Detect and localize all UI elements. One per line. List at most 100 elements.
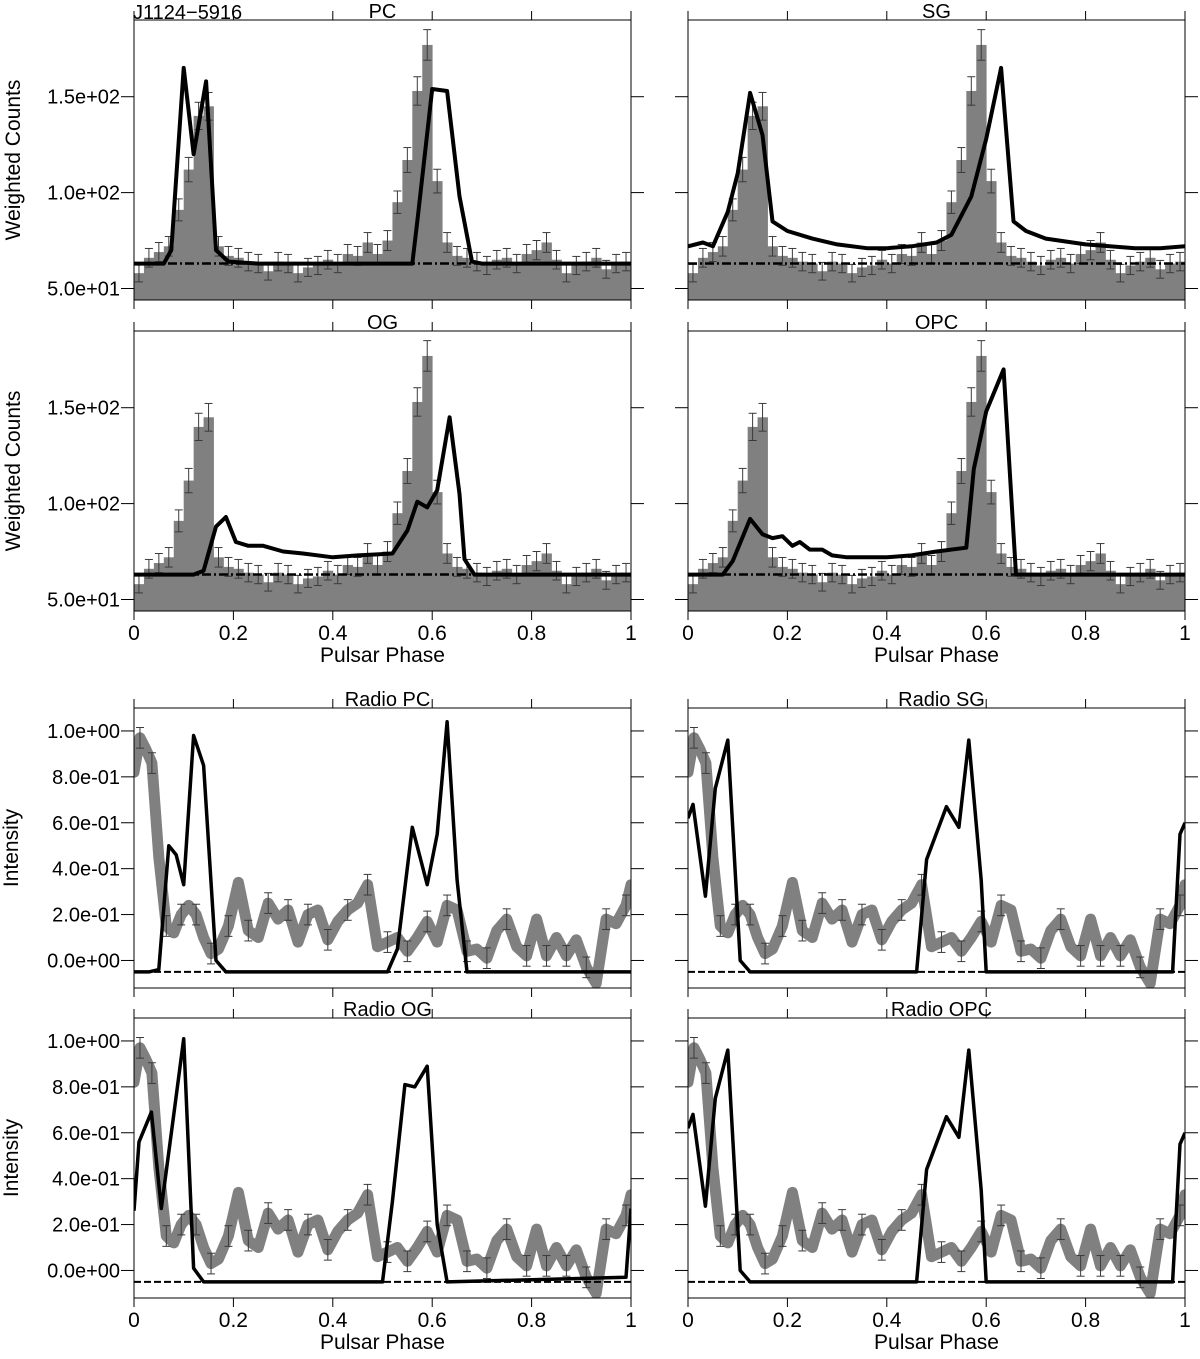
- histogram-bar: [342, 253, 354, 300]
- panel-title: PC: [369, 1, 397, 23]
- histogram-bar: [372, 564, 383, 611]
- histogram-bar: [233, 257, 244, 300]
- y-tick-label: 1.0e+00: [47, 721, 120, 743]
- histogram-bar: [511, 263, 523, 300]
- histogram-bar: [996, 242, 1007, 300]
- histogram-bar: [727, 520, 739, 611]
- axes-frame: [133, 707, 632, 989]
- histogram-bar: [293, 273, 304, 300]
- x-tick-label: 0.4: [318, 622, 348, 645]
- histogram-bar: [1085, 250, 1096, 300]
- histogram-bar: [233, 568, 244, 611]
- histogram-bar: [1045, 570, 1057, 611]
- histogram-bar: [511, 574, 523, 611]
- histogram-bar: [1105, 570, 1116, 611]
- histogram-bar: [946, 202, 957, 300]
- histogram-bar: [876, 259, 888, 300]
- panel-radio-og: 0.0e+00 2.0e-01 4.0e-01 6.0e-01 8.0e-01 1.0e+…: [0, 999, 644, 1354]
- histogram-bar: [541, 553, 552, 611]
- histogram-bar: [243, 572, 254, 611]
- x-tick-label: 0.8: [1071, 622, 1100, 645]
- histogram-bar: [223, 566, 234, 611]
- histogram-bar: [1145, 257, 1156, 300]
- histogram-bar: [571, 576, 582, 611]
- histogram-bar: [807, 263, 818, 300]
- histogram-bar: [312, 265, 324, 300]
- y-tick-label: 1.0e+02: [47, 494, 120, 516]
- source-label: J1124−5916: [133, 2, 242, 24]
- model-lightcurve: [688, 367, 1185, 577]
- model-lightcurve: [134, 65, 631, 266]
- histogram-bar: [581, 261, 592, 300]
- histogram-bar: [876, 570, 888, 611]
- histogram-bar: [134, 584, 145, 611]
- histogram-bar: [717, 246, 729, 300]
- histogram-bar: [1125, 576, 1136, 611]
- histogram-bar: [452, 566, 463, 611]
- x-tick-label: 1: [625, 1309, 637, 1332]
- histogram-bar: [896, 253, 908, 300]
- histogram-bar: [697, 257, 709, 300]
- histogram-bar: [926, 564, 937, 611]
- y-tick-label: 1.0e+02: [47, 183, 120, 205]
- histogram-bar: [382, 551, 393, 611]
- histogram-bar: [422, 355, 433, 611]
- x-tick-label: 0.6: [418, 622, 447, 645]
- histogram-bar: [491, 259, 503, 300]
- histogram-bar: [777, 566, 788, 611]
- histogram-bar: [352, 566, 364, 611]
- histogram-bar: [531, 250, 542, 300]
- histogram-bar: [1075, 564, 1086, 611]
- histogram-bar: [521, 253, 532, 300]
- panel-pc: 5.0e+01 1.0e+02 1.5e+02 Weighted Counts PC: [2, 1, 644, 309]
- axes-frame: [687, 1017, 1186, 1299]
- panel-title: Radio OG: [343, 999, 432, 1021]
- histogram-bar: [856, 267, 868, 300]
- histogram-bar: [581, 572, 592, 611]
- histogram-bar: [747, 115, 758, 300]
- histogram-bar: [283, 574, 294, 611]
- histogram-bar: [1105, 259, 1116, 300]
- histogram-bar: [946, 513, 957, 611]
- histogram-bar: [787, 568, 798, 611]
- histogram-bar: [412, 90, 423, 300]
- axes-frame: [133, 19, 632, 301]
- histogram-bar: [621, 261, 631, 300]
- axes-frame: [133, 330, 632, 612]
- histogram-bar: [591, 257, 602, 300]
- histogram-bar: [193, 426, 204, 611]
- histogram-bar: [986, 181, 997, 300]
- histogram-bar: [263, 271, 274, 300]
- model-radio-profile: [134, 1036, 631, 1284]
- panel-title: Radio SG: [898, 689, 985, 711]
- histogram-bar: [1165, 574, 1176, 611]
- histogram-bar: [1135, 572, 1146, 611]
- y-axis-label: Weighted Counts: [2, 391, 25, 552]
- histogram-bar: [611, 574, 622, 611]
- histogram-bar: [302, 578, 314, 611]
- y-axis-label: Intensity: [0, 808, 23, 887]
- histogram-bar: [322, 259, 334, 300]
- histogram-bar: [143, 257, 155, 300]
- x-tick-label: 0.6: [972, 1309, 1001, 1332]
- x-tick-label: 0.6: [418, 1309, 447, 1332]
- x-tick-label: 0: [682, 1309, 694, 1332]
- histogram-bar: [263, 582, 274, 611]
- axes-frame: [687, 707, 1186, 989]
- histogram-bar: [1006, 566, 1017, 611]
- histogram-bar: [601, 269, 612, 300]
- y-tick-label: 0.0e+00: [47, 1260, 120, 1282]
- x-axis-label: Pulsar Phase: [320, 1331, 445, 1354]
- x-tick-label: 0: [128, 1309, 140, 1332]
- histogram-bar: [462, 568, 473, 611]
- histogram-bar: [1175, 261, 1185, 300]
- histogram-bar: [1155, 580, 1166, 611]
- histogram-bar: [561, 273, 572, 300]
- histogram-bar: [561, 584, 572, 611]
- x-axis-label: Pulsar Phase: [874, 1331, 999, 1354]
- histogram-bar: [452, 255, 463, 300]
- histogram-bar: [134, 273, 145, 300]
- histogram-bar: [1045, 259, 1057, 300]
- histogram-bar: [203, 417, 214, 611]
